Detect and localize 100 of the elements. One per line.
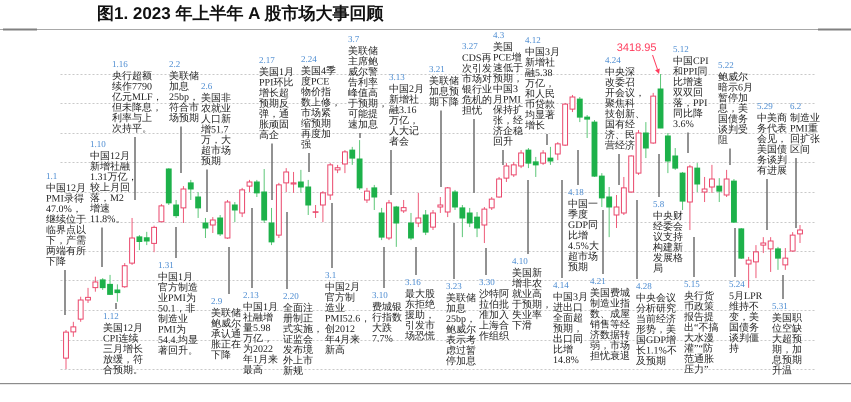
candlestick: [408, 212, 414, 241]
text: 3.7: [348, 34, 360, 44]
annotation: 4.10: [512, 256, 528, 266]
annotation: 4.28: [636, 281, 652, 291]
candlestick: [232, 202, 238, 223]
annotation: 1.31: [158, 260, 174, 270]
annotation: 3.16: [405, 277, 422, 287]
candlestick: [158, 204, 164, 223]
candlestick: [790, 232, 796, 252]
annotation: 全面注册制正式实施，证监会发布境外上市新规: [283, 302, 323, 377]
text: 3.27: [462, 41, 478, 51]
annotation: 美国新增非农就业高于预期，失业率下滑: [511, 267, 552, 332]
candlestick: [452, 189, 458, 210]
annotation: 中国12月新增社融1.31万亿，较上月回落，M2增速11.8%。: [89, 150, 138, 225]
candlestick: [239, 187, 246, 218]
annotation: 中国12月PMI录得47.0%，继续位于临界点以下，产需两端有所下降: [46, 182, 86, 268]
annotation: 美联储加息25bp，鲍威尔表示考虑过暂停加息: [446, 292, 476, 367]
annotation: 中国1月社融增量5.98万亿，为2022年1月来最高: [243, 301, 278, 376]
candlestick: [364, 187, 370, 204]
annotation: 美国职位空缺大超预期，加息预期升温: [771, 312, 802, 376]
annotation: 美国12月CPI连续三月增长放缓，符合预期。: [103, 322, 143, 376]
annotation: 3.21: [429, 64, 445, 74]
candlestick: [548, 146, 554, 166]
candlestick: [481, 206, 488, 244]
text: 4.3: [493, 30, 505, 40]
annotation: 2.6: [201, 81, 213, 91]
annotation: 美联储鲍威尔承认通胀正在下降: [211, 307, 241, 361]
candlestick: [246, 179, 252, 192]
candlestick: [188, 179, 194, 200]
candlestick: [371, 184, 378, 210]
candlestick: [642, 122, 649, 159]
annotation: 沙特阿拉伯批准加入上海合作组织: [478, 288, 509, 342]
annotation: 央行超额续作7790亿元MLF，但未降息，利率与上次持平。: [111, 70, 163, 134]
annotation: 3.10: [372, 290, 388, 300]
annotation: 美国费城制造业指数、成屋销售等经济数据转弱，市场担忧衰退: [589, 287, 630, 362]
annotation: 2.9: [211, 296, 223, 306]
text: 2.17: [259, 55, 276, 65]
annotation: 1.12: [103, 311, 119, 321]
annotation: 5.15: [684, 279, 700, 289]
candlestick: [716, 178, 722, 203]
annotation: 中国2月新增社融3.16万亿，人大记者会: [389, 83, 424, 148]
annotation: 中央财经委会议支持构建新发展格局: [652, 210, 683, 274]
annotation: 中美商务代表会见，美国债务谈判有进展: [757, 112, 787, 176]
annotation: 4.18: [568, 187, 584, 197]
candlestick: [709, 164, 715, 194]
candlestick: [400, 199, 407, 214]
text: 2.24: [301, 54, 318, 64]
candlestick: [540, 150, 546, 166]
annotation: 3.23: [446, 281, 462, 291]
candlestick: [415, 192, 422, 228]
candlestick: [312, 204, 318, 218]
candlestick: [430, 209, 436, 231]
annotation: 4.21: [590, 276, 606, 286]
text: 4.12: [525, 35, 541, 45]
candlestick: [724, 169, 730, 198]
candlestick: [422, 209, 429, 236]
candlestick: [202, 217, 208, 239]
annotation: 美联储加息预期下降: [429, 75, 459, 108]
text: 5.22: [718, 60, 734, 70]
annotation: 3.13: [389, 72, 406, 82]
candlestick: [173, 199, 180, 218]
annotation: 最大股东拒绝援助，引发市场恐慌: [404, 288, 435, 342]
candlestick: [217, 214, 224, 236]
candlestick: [782, 248, 788, 270]
annotation: 2.13: [243, 290, 260, 300]
annotation: 5月LPR维持不变，美国债务谈判僵持: [729, 291, 763, 354]
annotation: 中国一季度GDP同比增4.5%大超市场预期: [568, 198, 599, 273]
text: 1.1: [46, 171, 58, 181]
text: 2.2: [169, 59, 180, 69]
annotation: 中央深改委召开会议，聚焦科技创新、国有经济、民营经济: [604, 66, 645, 152]
annotation: 央行货币政策报告提出“不搞大水漫灌”“防范通胀压力”: [683, 290, 718, 376]
annotation: 4.14: [553, 280, 570, 290]
candlestick: [92, 276, 98, 292]
annotation: 中国3月新增社融5.38万亿，和人民币贷款均显著增长: [524, 46, 560, 132]
candlestick: [702, 176, 708, 203]
text: 美国PCE增速低于预期，中国3月PMI保持扩张，经济企稳回升: [493, 42, 523, 148]
annotation: 美国非农就业人口新增51.7万，大超市场预期: [200, 92, 231, 167]
annotation: 美联储加息25bp，符合市场预期: [168, 70, 199, 124]
candlestick: [694, 162, 700, 192]
candlestick: [797, 224, 803, 244]
annotation: 5.24: [729, 279, 746, 289]
annotation: 1.10: [90, 139, 106, 149]
candlestick: [210, 216, 216, 234]
annotation: 6.2: [790, 101, 802, 111]
candlestick: [496, 176, 502, 198]
annotation: 5.29: [757, 101, 774, 111]
text: 5.12: [673, 44, 689, 54]
annotation: 中央会议分析研究当前经济形势，美国GDP增长1.1%不及预期: [636, 292, 677, 367]
candlestick: [488, 196, 495, 210]
annotation: 美国1月PPI环比增长超预期反弹，通胀顽固高企: [258, 66, 294, 141]
text: 1.16: [112, 59, 128, 69]
annotation: 2.20: [283, 291, 300, 301]
annotation: 中国3月进出口全面超预期，出口同比增14.8%: [553, 291, 588, 366]
text: 4.24: [605, 55, 622, 65]
annotation: 美国4季度PCE物价指数上修，市场紧缩预期再度加强: [301, 65, 341, 150]
candlestick: [342, 150, 348, 174]
annotation: 中国2月官方制造业PMI52.6，创2012年4月来新高: [325, 281, 370, 356]
annotation: 3.30: [479, 277, 496, 287]
candlestick: [151, 225, 157, 253]
chart-title: 图1. 2023 年上半年 A 股市场大事回顾: [97, 4, 385, 23]
